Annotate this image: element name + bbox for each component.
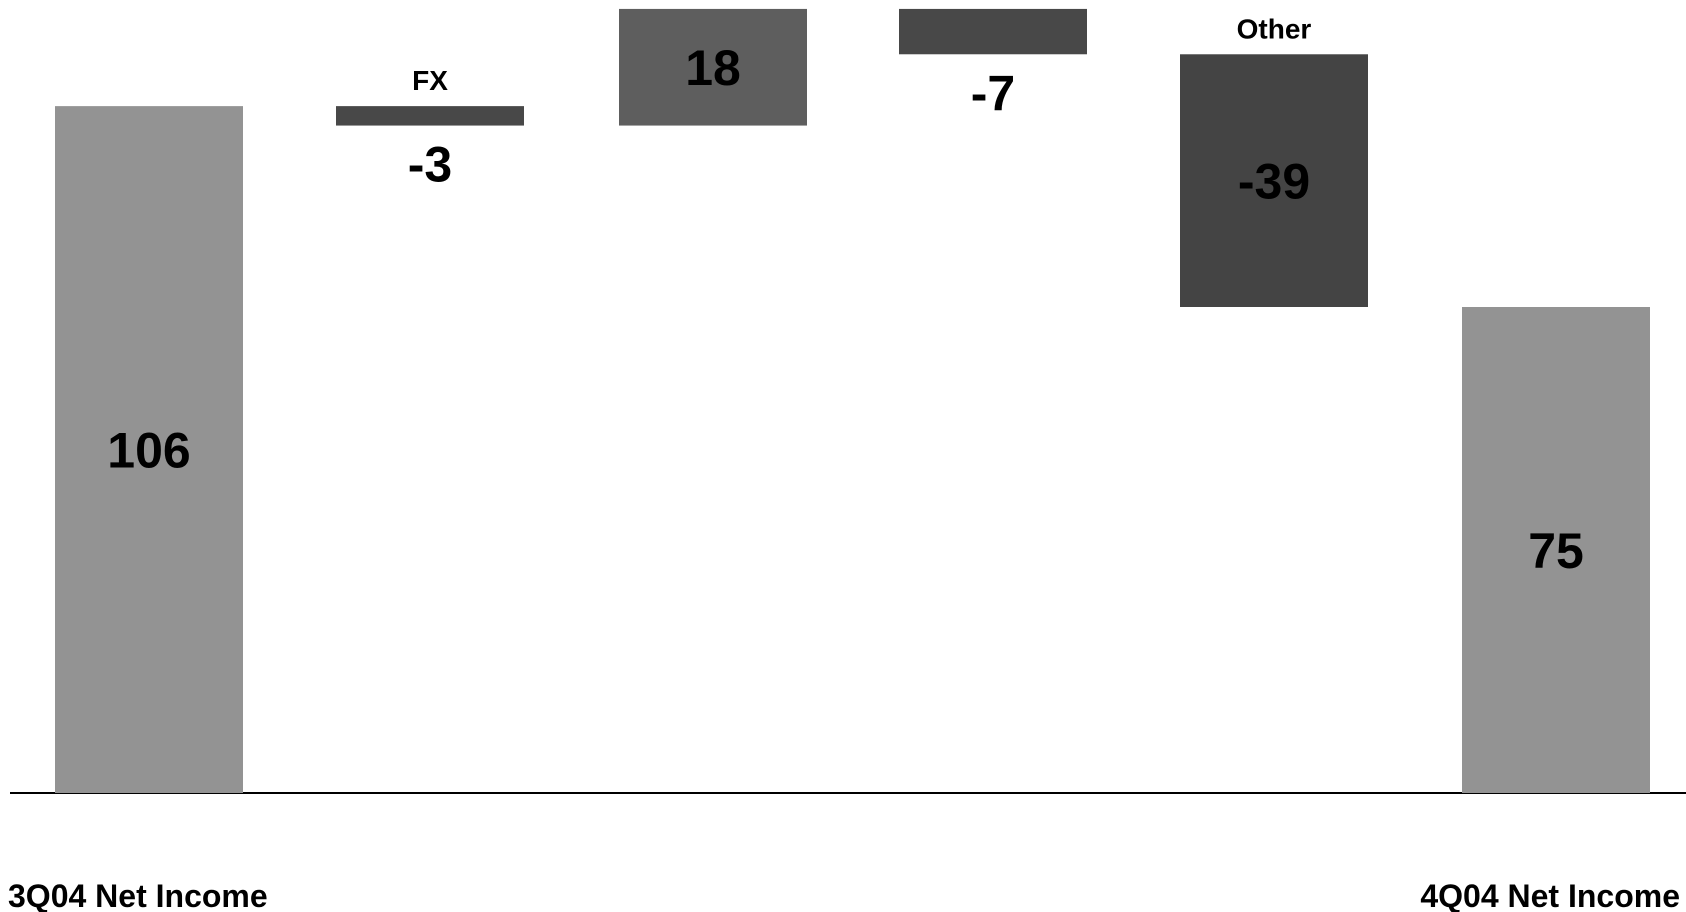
value-label-4q04-net-income: 75 [1528,523,1584,579]
value-label-olefins: 18 [685,40,741,96]
value-label-other: -39 [1238,154,1310,210]
bar-olefins [619,8,807,126]
bar-group [55,8,1650,794]
category-label-other: Other [1237,13,1312,44]
category-label-fx: FX [412,65,448,96]
category-label-3q04-net-income: 3Q04 Net Income [8,878,268,912]
value-label-aromatics: -7 [971,65,1015,121]
bar-4q04-net-income [1462,307,1650,793]
value-label-fx: -3 [408,137,452,193]
bar-fx [336,106,524,126]
bar-3q04-net-income [55,106,243,794]
value-label-3q04-net-income: 106 [107,423,190,479]
bar-other [1180,54,1368,307]
bar-aromatics [899,8,1087,55]
category-label-4q04-net-income: 4Q04 Net Income [1420,878,1680,912]
